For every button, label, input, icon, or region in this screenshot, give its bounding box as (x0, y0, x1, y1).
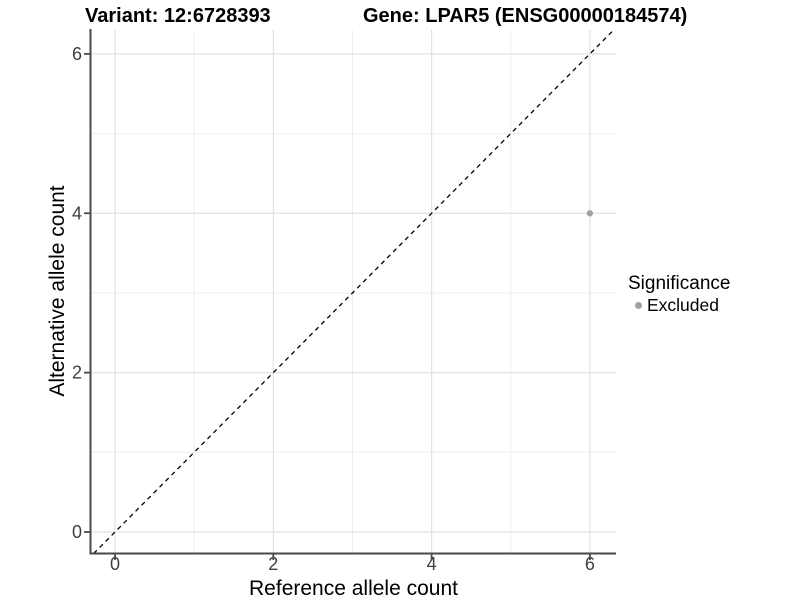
data-point (586, 210, 594, 217)
x-axis-title: Reference allele count (249, 577, 458, 600)
legend: Significance Excluded (628, 272, 730, 315)
y-tick-label: 4 (72, 203, 82, 223)
excluded-point-icon (635, 301, 642, 309)
x-tick-label: 0 (110, 554, 120, 574)
variant-title: Variant: 12:6728393 (85, 5, 271, 27)
legend-title: Significance (628, 273, 731, 294)
x-tick-label: 6 (585, 554, 595, 574)
legend-item-label: Excluded (647, 295, 719, 315)
y-tick-label: 2 (72, 363, 82, 383)
x-tick-label: 2 (268, 554, 278, 574)
y-tick-label: 6 (72, 44, 82, 64)
y-axis-title: Alternative allele count (46, 185, 69, 397)
identity-reference-line (93, 29, 615, 554)
gene-title: Gene: LPAR5 (ENSG00000184574) (363, 5, 688, 27)
legend-item-excluded: Excluded (635, 295, 730, 315)
y-tick-label: 0 (72, 522, 82, 542)
x-tick-label: 4 (427, 554, 437, 574)
